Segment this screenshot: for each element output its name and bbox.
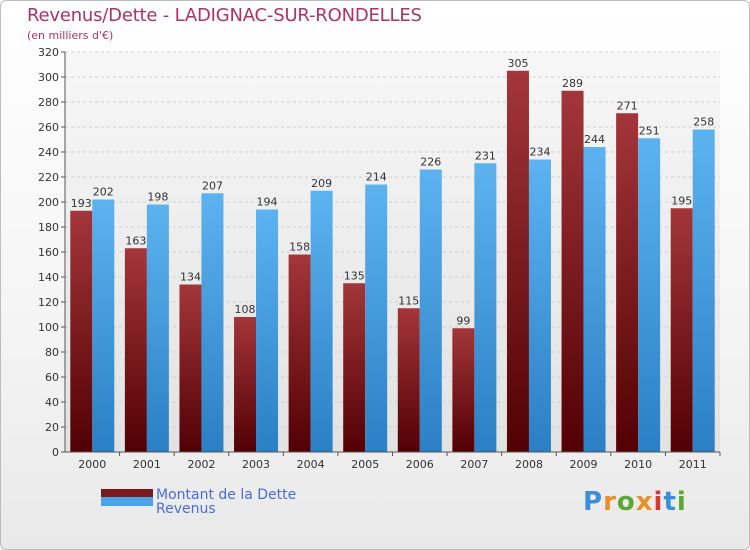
logo-letter: o bbox=[616, 487, 636, 517]
bar-debt bbox=[124, 248, 147, 452]
bar-revenus bbox=[365, 184, 388, 452]
bar-revenus bbox=[419, 169, 442, 452]
value-label: 271 bbox=[617, 99, 638, 112]
logo-letter: P bbox=[583, 487, 604, 517]
value-label: 198 bbox=[147, 191, 168, 204]
bar-debt bbox=[288, 254, 311, 452]
y-tick-label: 120 bbox=[38, 296, 59, 309]
logo-letter: i bbox=[676, 487, 687, 517]
bar-revenus bbox=[201, 193, 224, 452]
value-label: 244 bbox=[584, 133, 605, 146]
value-label: 207 bbox=[202, 179, 223, 192]
y-tick-label: 20 bbox=[45, 421, 59, 434]
chart-subtitle: (en milliers d'€) bbox=[27, 29, 114, 42]
bar-revenus bbox=[146, 204, 169, 452]
x-tick-label: 2011 bbox=[679, 458, 707, 471]
value-label: 214 bbox=[366, 171, 387, 184]
grid-lines bbox=[65, 51, 720, 453]
legend-label-revenus: Revenus bbox=[156, 501, 216, 517]
value-label: 226 bbox=[420, 156, 441, 169]
value-label: 305 bbox=[507, 57, 528, 70]
y-tick-label: 320 bbox=[38, 46, 59, 59]
x-tick-label: 2001 bbox=[133, 458, 161, 471]
y-tick-label: 100 bbox=[38, 321, 59, 334]
value-label: 195 bbox=[671, 194, 692, 207]
y-tick-label: 300 bbox=[38, 71, 59, 84]
proxiti-logo: Proxiti bbox=[583, 487, 687, 517]
x-tick-label: 2000 bbox=[78, 458, 106, 471]
value-label: 258 bbox=[693, 116, 714, 129]
legend-swatch-debt bbox=[101, 489, 153, 498]
value-label: 234 bbox=[529, 146, 550, 159]
y-tick-label: 140 bbox=[38, 271, 59, 284]
bar-debt bbox=[70, 210, 93, 452]
bar-revenus bbox=[638, 138, 661, 452]
chart-title: Revenus/Dette - LADIGNAC-SUR-RONDELLES bbox=[27, 5, 422, 26]
bar-revenus bbox=[583, 147, 606, 452]
x-tick-label: 2003 bbox=[242, 458, 270, 471]
bar-debt bbox=[670, 208, 693, 452]
value-label: 115 bbox=[398, 294, 419, 307]
y-tick-label: 60 bbox=[45, 371, 59, 384]
bar-debt bbox=[397, 308, 420, 452]
bar-debt bbox=[561, 90, 584, 452]
bar-debt bbox=[616, 113, 639, 452]
y-tick-label: 240 bbox=[38, 146, 59, 159]
value-label: 163 bbox=[125, 234, 146, 247]
x-tick-label: 2004 bbox=[297, 458, 325, 471]
value-label: 209 bbox=[311, 177, 332, 190]
bars bbox=[70, 70, 715, 452]
y-tick-label: 220 bbox=[38, 171, 59, 184]
bar-revenus bbox=[256, 209, 279, 452]
bar-revenus bbox=[692, 129, 715, 452]
y-tick-label: 160 bbox=[38, 246, 59, 259]
y-tick-label: 80 bbox=[45, 346, 59, 359]
bar-revenus bbox=[92, 199, 115, 452]
bar-debt bbox=[343, 283, 366, 452]
value-label: 135 bbox=[344, 269, 365, 282]
value-label: 251 bbox=[639, 124, 660, 137]
value-label: 202 bbox=[93, 186, 114, 199]
bar-debt bbox=[506, 70, 529, 452]
bar-debt bbox=[179, 284, 202, 452]
value-label: 194 bbox=[257, 196, 278, 209]
value-label: 134 bbox=[180, 271, 201, 284]
value-label: 108 bbox=[235, 303, 256, 316]
x-tick-label: 2007 bbox=[460, 458, 488, 471]
bar-revenus bbox=[474, 163, 497, 452]
legend-label-debt: Montant de la Dette bbox=[156, 487, 297, 503]
bar-revenus bbox=[528, 159, 551, 452]
logo-letter: x bbox=[635, 487, 654, 517]
axes bbox=[61, 51, 721, 456]
legend-swatch-revenus bbox=[101, 497, 153, 506]
value-label: 193 bbox=[71, 197, 92, 210]
labels: 0 20 40 60 80 100 120 140 160 180 200 220 240 260 280 3… bbox=[38, 46, 714, 471]
value-label: 158 bbox=[289, 241, 310, 254]
value-label: 289 bbox=[562, 77, 583, 90]
value-label: 99 bbox=[456, 314, 470, 327]
logo-letter: r bbox=[603, 487, 617, 517]
x-tick-label: 2006 bbox=[406, 458, 434, 471]
y-tick-label: 200 bbox=[38, 196, 59, 209]
y-tick-label: 260 bbox=[38, 121, 59, 134]
bar-debt bbox=[452, 328, 475, 452]
x-tick-label: 2005 bbox=[351, 458, 379, 471]
x-tick-label: 2010 bbox=[624, 458, 652, 471]
bar-revenus bbox=[310, 190, 333, 452]
logo-letter: t bbox=[663, 487, 677, 517]
x-tick-label: 2009 bbox=[570, 458, 598, 471]
value-label: 231 bbox=[475, 149, 496, 162]
bar-debt bbox=[234, 317, 257, 452]
y-tick-label: 180 bbox=[38, 221, 59, 234]
y-tick-label: 0 bbox=[52, 446, 59, 459]
logo-letter: i bbox=[653, 487, 664, 517]
x-tick-label: 2002 bbox=[187, 458, 215, 471]
y-tick-label: 40 bbox=[45, 396, 59, 409]
y-tick-label: 280 bbox=[38, 96, 59, 109]
x-tick-label: 2008 bbox=[515, 458, 543, 471]
